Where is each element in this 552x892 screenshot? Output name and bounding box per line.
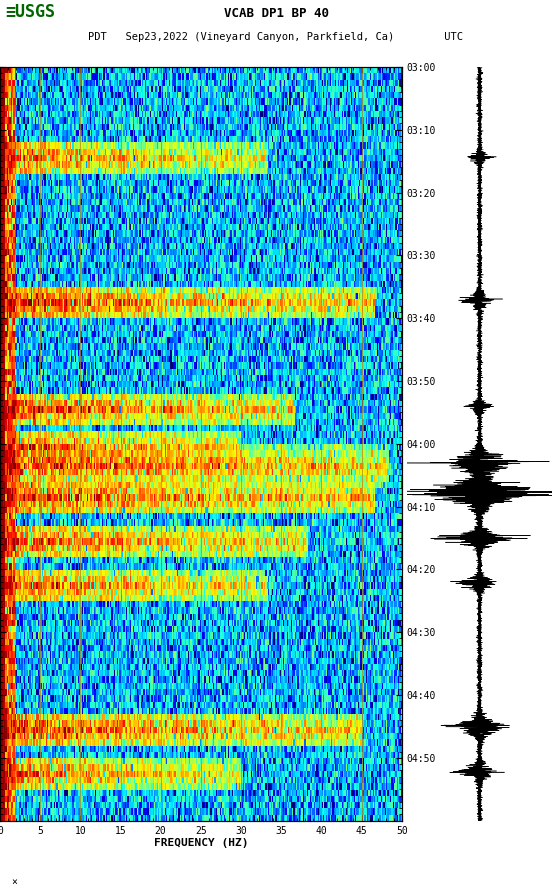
- Text: ×: ×: [11, 877, 17, 887]
- Text: ≡USGS: ≡USGS: [6, 4, 56, 21]
- Text: VCAB DP1 BP 40: VCAB DP1 BP 40: [224, 7, 328, 20]
- Text: PDT   Sep23,2022 (Vineyard Canyon, Parkfield, Ca)        UTC: PDT Sep23,2022 (Vineyard Canyon, Parkfie…: [88, 32, 464, 42]
- X-axis label: FREQUENCY (HZ): FREQUENCY (HZ): [153, 838, 248, 848]
